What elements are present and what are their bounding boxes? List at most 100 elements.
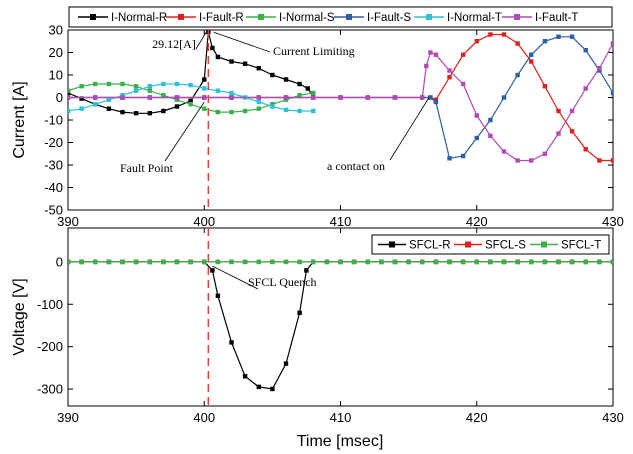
data-point-i-normal-s	[93, 81, 98, 87]
data-point-sfcl-r	[297, 310, 302, 315]
current-y-tick-label: -10	[44, 113, 63, 128]
data-point-i-fault-s	[556, 34, 561, 39]
data-point-i-fault-t	[174, 95, 180, 100]
annotation-fault-point: Fault Point	[120, 161, 174, 175]
data-point-i-normal-t	[256, 99, 261, 105]
data-point-i-normal-r	[174, 104, 180, 109]
legend-marker-sfcl-t	[541, 241, 547, 248]
data-point-sfcl-t	[311, 259, 316, 265]
data-point-i-normal-t	[133, 88, 139, 93]
data-point-i-normal-s	[297, 93, 302, 98]
current-y-tick-label: -30	[44, 158, 63, 173]
data-point-sfcl-t	[420, 259, 425, 265]
data-point-i-fault-r	[474, 39, 479, 44]
voltage-axes: 390 400 410 420 430 0 -100 -200 -300	[37, 228, 624, 425]
data-point-sfcl-t	[242, 259, 248, 265]
data-point-i-fault-t	[365, 95, 370, 100]
data-point-sfcl-t	[460, 259, 466, 265]
data-point-i-fault-t	[283, 95, 289, 100]
data-point-i-normal-r	[161, 108, 166, 114]
voltage-panel: 390 400 410 420 430 0 -100 -200 -300 SFCL Quench…	[11, 227, 624, 450]
data-point-i-normal-s	[229, 109, 234, 115]
data-point-i-normal-r	[106, 106, 112, 111]
data-point-sfcl-t	[556, 259, 561, 265]
data-point-i-normal-t	[283, 107, 289, 113]
data-point-i-normal-s	[68, 88, 71, 93]
data-point-i-fault-s	[474, 135, 479, 141]
voltage-y-tick-label: 0	[56, 254, 63, 269]
data-point-i-fault-t	[597, 66, 602, 71]
data-point-sfcl-t	[133, 259, 139, 265]
data-point-i-normal-t	[147, 84, 152, 89]
data-point-i-fault-t	[474, 113, 479, 118]
legend-label-i-normal-t: I-Normal-T	[447, 12, 502, 24]
data-point-i-normal-t	[188, 82, 193, 88]
legend-marker-i-fault-s	[346, 14, 352, 20]
data-point-i-fault-r	[460, 52, 466, 57]
data-point-i-fault-t	[583, 86, 588, 91]
data-point-sfcl-t	[161, 259, 166, 265]
voltage-series	[68, 259, 613, 392]
data-point-i-normal-r	[305, 86, 310, 91]
data-point-i-fault-r	[501, 32, 507, 37]
current-y-axis-label: Current [A]	[11, 81, 28, 158]
annotation-current-limiting: Current Limiting	[273, 44, 355, 58]
data-point-i-normal-r	[133, 111, 139, 116]
data-point-sfcl-t	[529, 259, 534, 265]
time-x-axis-label: Time [msec]	[297, 433, 384, 450]
current-y-tick-label: 10	[49, 68, 63, 83]
legend-label-sfcl-s: SFCL-S	[485, 240, 526, 252]
data-point-i-normal-s	[133, 84, 139, 89]
data-point-i-fault-s	[515, 72, 520, 78]
legend-label-i-fault-t: I-Fault-T	[535, 12, 578, 24]
data-point-i-fault-t	[202, 95, 207, 100]
data-point-sfcl-t	[79, 259, 84, 265]
data-point-i-fault-t	[428, 50, 433, 55]
data-point-sfcl-t	[120, 259, 125, 265]
data-point-i-normal-t	[229, 90, 234, 96]
voltage-y-tick-label: -300	[37, 382, 63, 397]
data-point-sfcl-t	[501, 259, 507, 265]
voltage-legend-box	[371, 234, 610, 255]
data-point-i-fault-s	[583, 48, 588, 53]
data-point-sfcl-t	[474, 259, 479, 265]
data-point-i-normal-t	[161, 81, 166, 87]
annotation-leader-a-contact-on	[389, 97, 430, 161]
data-point-i-fault-t	[542, 151, 548, 156]
current-y-tick-label: 30	[49, 23, 63, 38]
series-line-i-fault-t	[68, 43, 613, 162]
data-point-i-normal-r	[270, 72, 275, 78]
data-point-i-fault-t	[392, 95, 398, 100]
data-point-sfcl-t	[256, 259, 261, 265]
data-point-i-fault-r	[488, 32, 493, 37]
legend-label-i-normal-s: I-Normal-S	[279, 12, 335, 24]
data-point-i-fault-t	[338, 95, 343, 100]
data-point-i-normal-r	[215, 54, 221, 60]
annotation-a-contact-on: a contact on	[327, 159, 385, 173]
legend-label-i-fault-s: I-Fault-S	[367, 12, 411, 24]
data-point-i-fault-t	[424, 63, 429, 69]
data-point-i-normal-t	[202, 86, 207, 91]
current-y-tick-label: -20	[44, 135, 63, 150]
current-legend: I-Normal-R I-Fault-R I-Normal-S I-Fault-S I-…	[68, 6, 613, 28]
voltage-annotations: SFCL Quench	[207, 228, 317, 406]
data-point-i-fault-s	[569, 34, 575, 39]
current-y-tick-label: 0	[56, 90, 63, 105]
data-point-i-normal-r	[256, 66, 261, 71]
legend-marker-i-fault-t	[514, 14, 520, 20]
data-point-sfcl-t	[569, 259, 575, 265]
data-point-i-normal-r	[120, 109, 125, 115]
data-point-i-fault-t	[460, 81, 466, 87]
current-x-tick-label: 420	[466, 214, 488, 229]
data-point-i-fault-t	[447, 68, 452, 73]
data-point-i-fault-t	[515, 158, 520, 163]
data-point-i-fault-r	[597, 158, 602, 163]
legend-marker-i-normal-s	[258, 14, 264, 20]
data-point-sfcl-t	[283, 259, 289, 265]
current-panel: 390 400 410 420 430 30 20 10 0 -10 -20 -30 -40 -50 29…	[11, 6, 624, 229]
data-point-sfcl-t	[68, 259, 71, 265]
voltage-y-tick-label: -200	[37, 339, 63, 354]
series-line-sfcl-r	[68, 261, 613, 390]
data-point-sfcl-t	[270, 259, 275, 265]
annotation-leader-29-12-a	[195, 31, 207, 50]
